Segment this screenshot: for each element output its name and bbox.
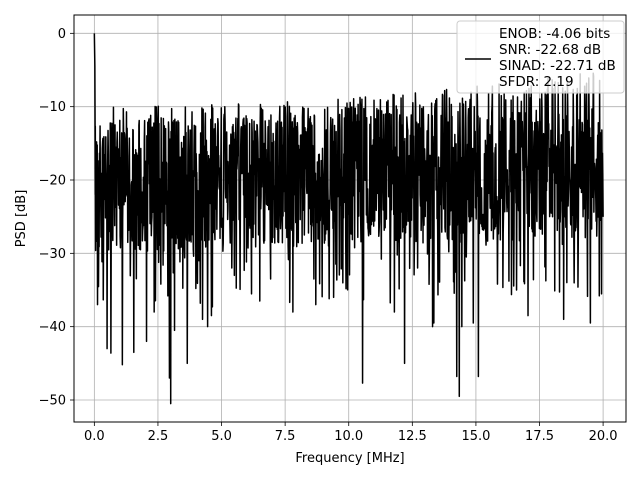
legend-box: [456, 20, 625, 94]
legend-entry-enob: ENOB: -4.06 bits: [499, 26, 610, 42]
x-tick-label: 20.0: [589, 429, 618, 444]
psd-series-line: [93, 33, 604, 405]
x-axis-label: Frequency [MHz]: [295, 451, 404, 466]
x-tick-label: 15.0: [461, 429, 490, 444]
x-axis-ticks: 0.0 2.5 5.0 7.5 10.0 12.5 15.0 17.5 20.0: [84, 422, 618, 444]
plot-area: [93, 33, 604, 405]
x-tick-label: 12.5: [398, 429, 427, 444]
x-tick-label: 17.5: [525, 429, 554, 444]
legend-entry-sfdr: SFDR: 2.19: [499, 74, 574, 90]
x-tick-label: 5.0: [211, 429, 232, 444]
y-tick-label: −40: [39, 320, 66, 335]
x-tick-label: 7.5: [275, 429, 296, 444]
legend-entry-snr: SNR: -22.68 dB: [499, 42, 601, 58]
y-axis-ticks: 0 −10 −20 −30 −40 −50: [39, 27, 74, 409]
x-tick-label: 10.0: [334, 429, 363, 444]
x-tick-label: 2.5: [148, 429, 169, 444]
y-tick-label: −50: [39, 394, 66, 409]
axes-frame: [73, 14, 627, 423]
y-axis-label: PSD [dB]: [14, 190, 29, 248]
y-tick-label: −20: [39, 174, 66, 189]
legend-entry-sinad: SINAD: -22.71 dB: [499, 58, 616, 74]
y-tick-label: −30: [39, 247, 66, 262]
x-tick-label: 0.0: [84, 429, 105, 444]
y-tick-label: −10: [39, 100, 66, 115]
legend: ENOB: -4.06 bits SNR: -22.68 dB SINAD: -…: [456, 20, 625, 94]
y-tick-label: 0: [58, 27, 66, 42]
